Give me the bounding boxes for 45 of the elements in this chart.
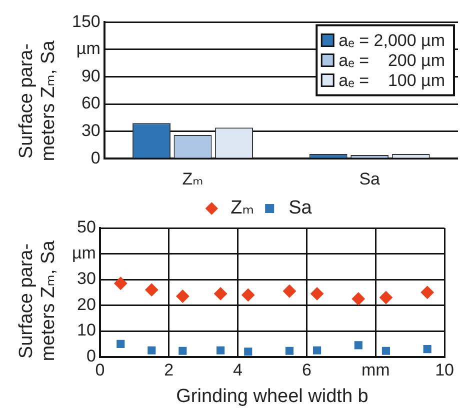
legend-label: Sa [288,198,312,219]
x-tick-label: 10 [435,360,454,380]
point [148,346,156,354]
y-tick-label: 90 [81,66,100,86]
x-tick-label: 6 [302,360,312,380]
point [352,292,365,306]
point [310,287,324,300]
point [176,290,190,303]
point [420,286,434,299]
y-tick-label: µm [76,39,100,58]
legend-label: aₑ = 100 µm [338,70,445,90]
point [354,341,362,350]
y-tick-label: 30 [77,269,96,288]
point [145,283,158,296]
y-tick-label: 0 [86,346,96,366]
point [244,348,252,356]
point [423,345,432,354]
y-tick-label: 150 [72,12,100,31]
legend-label: aₑ = 200 µm [338,50,445,70]
point [214,287,228,300]
point [242,288,255,302]
point [116,340,125,348]
y-axis-title: Surface para- meters Zₘ, Sa [16,240,60,361]
y-tick-label: 30 [81,121,100,140]
point [379,291,392,304]
y-tick-label: 50 [77,218,96,237]
point [114,276,128,290]
y-tick-label: 10 [77,320,96,340]
y-axis-title: Surface para- meters Zₘ, Sa [16,40,60,161]
point [313,346,322,354]
point [216,346,225,354]
y-tick-label: 0 [90,148,100,168]
point [178,346,187,355]
point [382,346,390,355]
y-tick-label: µm [72,243,96,262]
y-tick-label: 60 [81,94,100,113]
point [282,284,296,298]
legend-label: Zₘ [230,198,254,219]
y-tick-label: 20 [77,294,96,314]
x-tick-label: 4 [233,360,243,380]
x-tick-label: mm [361,360,390,380]
x-axis-title: Grinding wheel width b [176,386,368,407]
point [285,346,294,355]
x-tick-label: 2 [164,360,174,380]
legend-label: aₑ = 2,000 µm [338,30,446,50]
